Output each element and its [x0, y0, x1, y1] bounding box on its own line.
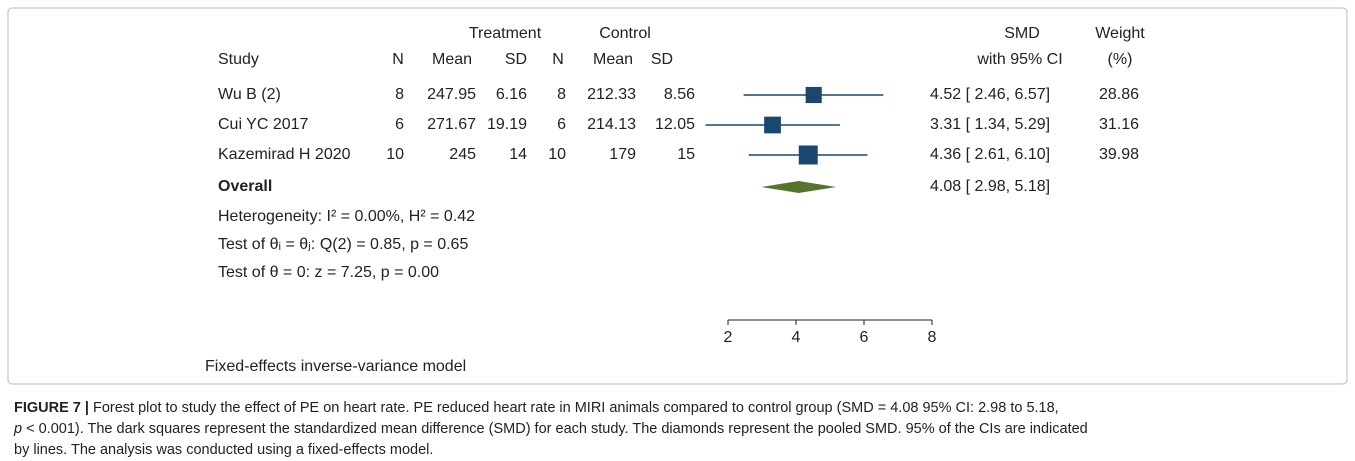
table-cell: 8 — [557, 86, 566, 103]
caption-text: p — [13, 421, 22, 437]
table-cell: 8.56 — [664, 86, 695, 103]
table-cell: 10 — [548, 146, 566, 163]
ci-label: 4.52 [ 2.46, 6.57] — [930, 86, 1050, 103]
table-cell: 212.33 — [587, 86, 636, 103]
column-header: SMD — [1004, 25, 1040, 42]
stat-text: Heterogeneity: I² = 0.00%, H² = 0.42 — [218, 208, 475, 225]
study-name: Wu B (2) — [218, 86, 281, 103]
column-header: Mean — [432, 51, 472, 68]
group-header: Control — [599, 25, 651, 42]
effect-square — [798, 145, 818, 165]
table-cell: 6 — [395, 116, 404, 133]
effect-square — [764, 116, 781, 134]
column-header: SD — [505, 51, 527, 68]
caption-line: FIGURE 7 | Forest plot to study the effe… — [14, 400, 1059, 416]
caption-text: by lines. The analysis was conducted usi… — [14, 442, 433, 458]
x-tick-label: 2 — [724, 329, 733, 346]
study-name: Cui YC 2017 — [218, 116, 309, 133]
column-header: with 95% CI — [976, 51, 1062, 68]
column-header: (%) — [1108, 51, 1133, 68]
figure-border — [7, 7, 1348, 385]
table-cell: 271.67 — [427, 116, 476, 133]
table-cell: 10 — [386, 146, 404, 163]
table-cell: 245 — [449, 146, 476, 163]
stat-text: Test of θ = 0: z = 7.25, p = 0.00 — [218, 264, 439, 281]
stat-text: Test of θᵢ = θⱼ: Q(2) = 0.85, p = 0.65 — [218, 236, 468, 253]
column-header: SD — [651, 51, 673, 68]
ci-label: 3.31 [ 1.34, 5.29] — [930, 116, 1050, 133]
overall-label: Overall — [218, 178, 272, 195]
weight-label: 28.86 — [1099, 86, 1139, 103]
caption-text: Forest plot to study the effect of PE on… — [89, 400, 1059, 416]
x-tick-label: 6 — [860, 329, 869, 346]
ci-label: 4.36 [ 2.61, 6.10] — [930, 146, 1050, 163]
table-cell: 8 — [395, 86, 404, 103]
table-cell: 214.13 — [587, 116, 636, 133]
table-cell: 6.16 — [496, 86, 527, 103]
table-cell: 179 — [609, 146, 636, 163]
weight-label: 39.98 — [1099, 146, 1139, 163]
table-cell: 14 — [509, 146, 527, 163]
ci-label: 4.08 [ 2.98, 5.18] — [930, 178, 1050, 195]
caption-text: < 0.001). The dark squares represent the… — [22, 421, 1088, 437]
column-header: N — [392, 51, 404, 68]
column-header: Weight — [1095, 25, 1145, 42]
study-name: Kazemirad H 2020 — [218, 146, 351, 163]
caption-label: FIGURE 7 | — [14, 400, 89, 416]
column-header: N — [552, 51, 564, 68]
table-cell: 12.05 — [655, 116, 695, 133]
table-cell: 247.95 — [427, 86, 476, 103]
caption-line: p < 0.001). The dark squares represent t… — [13, 421, 1088, 437]
effect-square — [805, 86, 822, 104]
table-cell: 19.19 — [487, 116, 527, 133]
table-cell: 15 — [677, 146, 695, 163]
table-cell: 6 — [557, 116, 566, 133]
footnote: Fixed-effects inverse-variance model — [205, 358, 466, 375]
pooled-diamond — [761, 181, 837, 193]
weight-label: 31.16 — [1099, 116, 1139, 133]
group-header: Treatment — [469, 25, 542, 42]
x-tick-label: 8 — [928, 329, 937, 346]
x-tick-label: 4 — [792, 329, 801, 346]
column-header: Mean — [593, 51, 633, 68]
column-header: Study — [218, 51, 259, 68]
